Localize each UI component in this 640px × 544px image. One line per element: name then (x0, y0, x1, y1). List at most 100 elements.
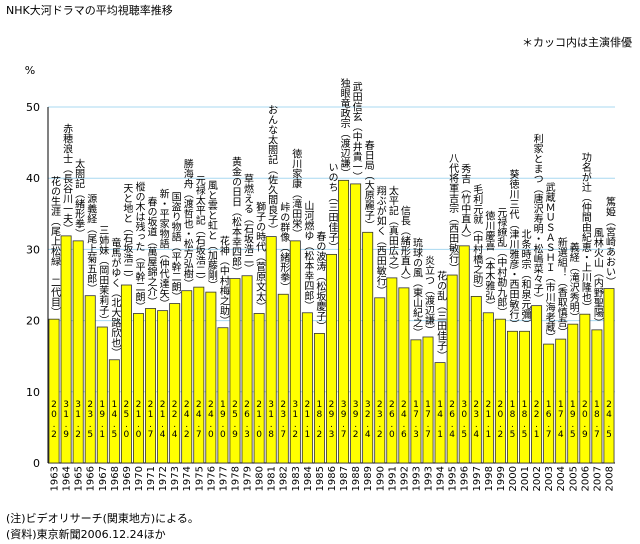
footnote: (資料)東京新聞2006.12.24ほか (6, 527, 166, 541)
x-tick-label: 1976 (206, 466, 217, 491)
value-label: 18.2 (314, 400, 324, 440)
bar (410, 339, 422, 464)
bar (193, 286, 205, 464)
value-label: 21.7 (146, 400, 156, 440)
value-label: 19.1 (97, 400, 107, 440)
bar (301, 312, 313, 464)
x-tick-label: 1992 (399, 466, 410, 491)
bar (386, 277, 398, 464)
value-label: 21.1 (302, 400, 312, 440)
bar-label: 花神（中村梅之助） (217, 235, 229, 326)
y-tick-label: 30 (26, 243, 40, 256)
value-label: 24.2 (182, 400, 192, 440)
x-tick-label: 2000 (508, 466, 519, 491)
x-tick-label: 1970 (134, 466, 145, 491)
x-tick-label: 1969 (122, 466, 133, 491)
y-tick-label: 0 (33, 457, 40, 470)
bar (434, 362, 446, 464)
bar (265, 236, 277, 464)
value-label: 26.4 (447, 400, 457, 440)
value-label: 16.7 (544, 400, 554, 440)
bar-label: 毛利元就（中村橋之助） (471, 184, 483, 294)
bar-label: 山河燃ゆ（松本幸四郎） (302, 201, 314, 311)
x-tick-label: 1989 (363, 466, 374, 491)
bar (494, 318, 506, 464)
bar (133, 313, 144, 464)
x-tick-label: 1988 (351, 466, 362, 491)
bar (241, 275, 253, 464)
value-label: 17.4 (556, 400, 566, 440)
y-tick-label: 40 (26, 172, 40, 185)
bar-label: おんな太閤記（佐久間良子） (266, 104, 278, 234)
bar-label: 草燃える（石坂浩二） (242, 174, 254, 274)
x-tick-label: 1972 (158, 466, 169, 491)
bar (531, 305, 543, 464)
bar-label: 信長（緒形直人） (398, 206, 410, 286)
x-tick-label: 1993 (424, 466, 435, 491)
x-tick-label: 1978 (230, 466, 241, 491)
bar-label: 武田信玄（中井貴一） (350, 81, 362, 182)
x-tick-label: 2008 (604, 466, 615, 491)
bar (591, 329, 603, 464)
x-tick-label: 1985 (315, 466, 326, 491)
bar-label: 勝海舟（渡哲也・松方弘樹） (181, 157, 193, 288)
y-axis-label: % (25, 64, 35, 77)
x-tick-label: 1984 (303, 466, 314, 491)
bar-label: 新・平家物語（仲代達矢） (157, 187, 169, 308)
x-tick-label: 2003 (544, 466, 555, 491)
bar (169, 303, 181, 464)
bar (181, 290, 193, 464)
y-tick-label: 10 (26, 386, 40, 399)
x-tick-label: 1963 (50, 466, 61, 491)
bar-label: 義経（滝沢秀明） (567, 241, 579, 322)
bar-label: 春の波涛（松坂慶子） (314, 231, 326, 331)
x-tick-label: 1998 (484, 466, 495, 491)
bar-label: 峠の群像（緒形拳） (278, 202, 290, 292)
bar (350, 183, 362, 464)
x-tick-label: 1974 (182, 466, 193, 491)
value-label: 32.4 (363, 400, 373, 440)
bar (543, 343, 555, 464)
value-label: 26.3 (242, 400, 252, 440)
bar (470, 295, 482, 464)
bar-label: いのち（三田佳子） (326, 162, 338, 252)
bar-label: 天と地と（石坂浩二） (121, 183, 133, 283)
value-label: 25.9 (230, 400, 240, 440)
x-tick-label: 2006 (580, 466, 591, 491)
bar (96, 326, 108, 464)
bar (326, 253, 337, 464)
x-tick-label: 2001 (520, 466, 531, 491)
bar (157, 310, 169, 464)
bar-label: 風林火山（内野聖陽） (591, 228, 603, 328)
x-tick-label: 1979 (243, 466, 254, 491)
x-tick-label: 1990 (375, 466, 386, 491)
value-label: 39.7 (339, 400, 349, 440)
bar-label: 花の乱（三田佳子） (435, 269, 447, 360)
bar (398, 287, 410, 464)
bar (422, 336, 434, 464)
value-label: 18.5 (520, 400, 530, 440)
bar (72, 240, 84, 464)
x-tick-label: 1987 (339, 466, 350, 491)
value-label: 18.5 (507, 400, 517, 440)
bar-label: 黄金の日日（松本幸四郎） (229, 155, 241, 276)
value-label: 20.2 (495, 400, 505, 440)
bar (374, 297, 386, 464)
x-tick-label: 1975 (194, 466, 205, 491)
bar-label: 太平記（真田広之） (386, 185, 398, 276)
bar (217, 327, 229, 464)
bar-label: 秀吉（竹中直人） (459, 164, 471, 244)
bar (313, 333, 325, 464)
bar-label: 春の坂道（萬屋錦之介） (145, 196, 157, 306)
value-label: 22.1 (532, 400, 542, 440)
bar-label: 炎立つ（渡辺謙） (423, 255, 435, 335)
value-label: 21.0 (133, 400, 143, 440)
bar (84, 295, 96, 464)
x-tick-label: 1981 (267, 466, 278, 491)
x-tick-label: 1977 (218, 466, 229, 491)
note: ＊カッコ内は主演俳優 (522, 35, 632, 49)
value-label: 23.4 (471, 400, 481, 440)
value-label: 23.5 (85, 400, 95, 440)
x-tick-label: 2002 (532, 466, 543, 491)
